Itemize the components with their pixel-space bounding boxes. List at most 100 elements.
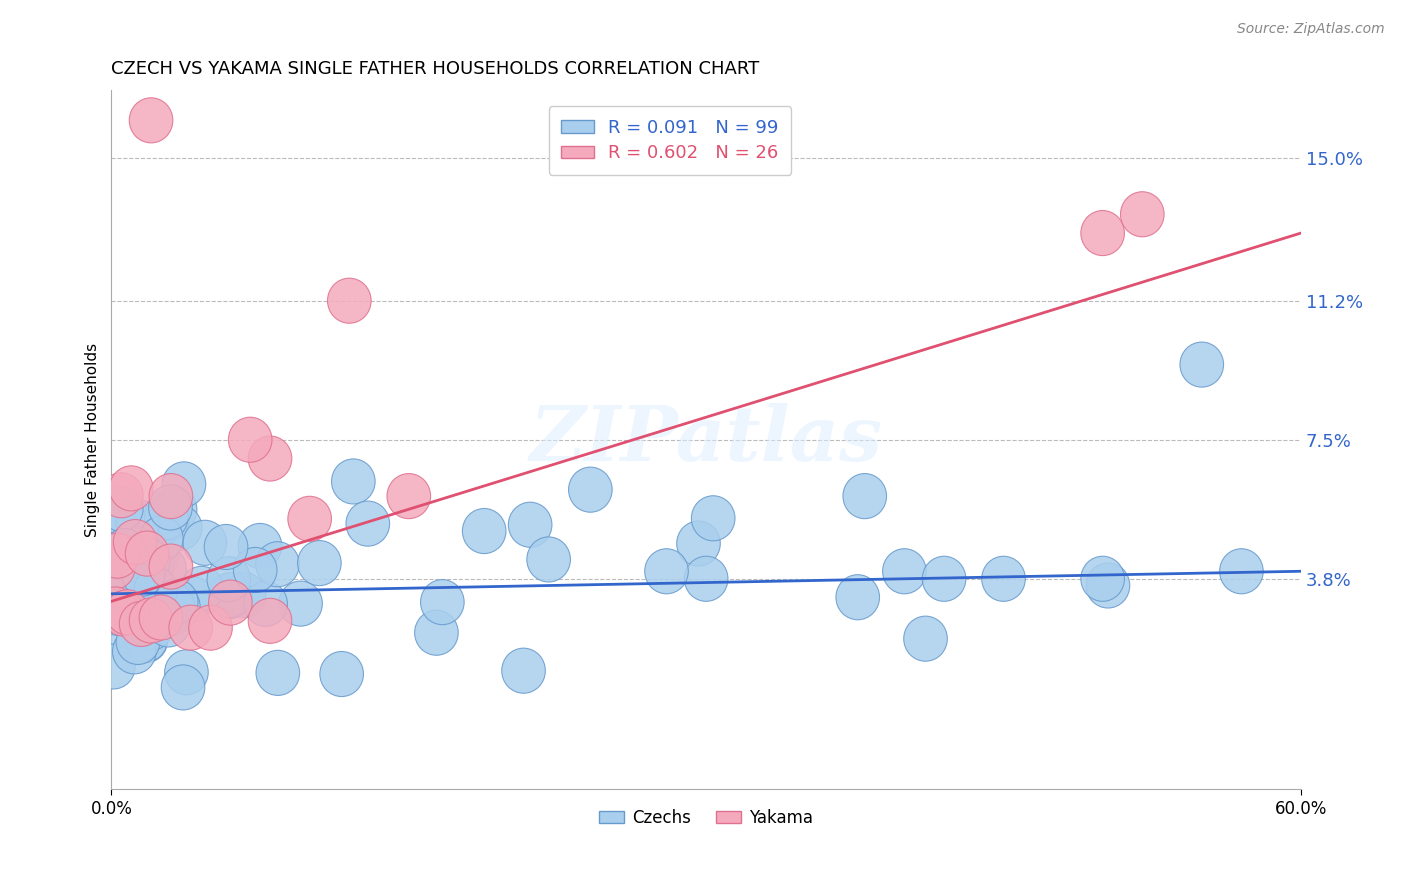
Ellipse shape — [117, 577, 160, 622]
Ellipse shape — [1081, 557, 1125, 601]
Ellipse shape — [420, 580, 464, 624]
Ellipse shape — [346, 501, 389, 546]
Ellipse shape — [105, 590, 149, 635]
Ellipse shape — [1219, 549, 1263, 594]
Ellipse shape — [134, 567, 177, 612]
Ellipse shape — [112, 565, 156, 609]
Ellipse shape — [153, 487, 197, 533]
Ellipse shape — [844, 474, 887, 518]
Ellipse shape — [169, 605, 212, 650]
Ellipse shape — [91, 644, 135, 689]
Ellipse shape — [153, 590, 197, 634]
Ellipse shape — [103, 545, 146, 591]
Ellipse shape — [118, 568, 162, 614]
Ellipse shape — [117, 550, 160, 595]
Ellipse shape — [129, 98, 173, 143]
Text: Source: ZipAtlas.com: Source: ZipAtlas.com — [1237, 22, 1385, 37]
Ellipse shape — [156, 584, 200, 630]
Ellipse shape — [93, 499, 136, 544]
Ellipse shape — [114, 519, 157, 565]
Ellipse shape — [101, 549, 145, 594]
Ellipse shape — [125, 531, 169, 576]
Ellipse shape — [208, 573, 252, 617]
Ellipse shape — [132, 579, 176, 624]
Ellipse shape — [117, 619, 160, 665]
Ellipse shape — [208, 580, 252, 625]
Ellipse shape — [685, 557, 728, 601]
Ellipse shape — [142, 546, 187, 591]
Ellipse shape — [124, 617, 167, 663]
Ellipse shape — [207, 557, 250, 602]
Ellipse shape — [139, 516, 183, 561]
Ellipse shape — [96, 533, 139, 578]
Ellipse shape — [100, 473, 143, 517]
Text: CZECH VS YAKAMA SINGLE FATHER HOUSEHOLDS CORRELATION CHART: CZECH VS YAKAMA SINGLE FATHER HOUSEHOLDS… — [111, 60, 759, 78]
Ellipse shape — [162, 462, 205, 507]
Legend: Czechs, Yakama: Czechs, Yakama — [592, 802, 820, 833]
Ellipse shape — [837, 574, 880, 620]
Ellipse shape — [127, 593, 170, 638]
Ellipse shape — [155, 579, 198, 624]
Ellipse shape — [238, 524, 281, 568]
Ellipse shape — [120, 601, 163, 647]
Ellipse shape — [319, 651, 364, 697]
Ellipse shape — [509, 502, 553, 548]
Ellipse shape — [114, 559, 157, 604]
Ellipse shape — [121, 551, 165, 596]
Ellipse shape — [120, 541, 163, 587]
Ellipse shape — [463, 508, 506, 554]
Ellipse shape — [107, 496, 150, 541]
Ellipse shape — [139, 595, 183, 640]
Ellipse shape — [278, 581, 322, 626]
Ellipse shape — [149, 485, 193, 530]
Ellipse shape — [94, 563, 138, 607]
Ellipse shape — [108, 558, 152, 603]
Ellipse shape — [127, 538, 170, 583]
Ellipse shape — [1121, 192, 1164, 236]
Ellipse shape — [249, 599, 292, 643]
Ellipse shape — [93, 535, 136, 580]
Ellipse shape — [120, 531, 163, 575]
Ellipse shape — [256, 541, 299, 587]
Ellipse shape — [122, 567, 166, 612]
Ellipse shape — [110, 466, 153, 511]
Ellipse shape — [108, 524, 152, 570]
Ellipse shape — [328, 278, 371, 323]
Ellipse shape — [1180, 342, 1223, 387]
Ellipse shape — [101, 591, 145, 636]
Ellipse shape — [146, 602, 190, 647]
Ellipse shape — [527, 537, 571, 582]
Ellipse shape — [150, 583, 194, 628]
Ellipse shape — [129, 606, 173, 650]
Ellipse shape — [233, 548, 277, 592]
Y-axis label: Single Father Households: Single Father Households — [86, 343, 100, 537]
Ellipse shape — [222, 573, 266, 617]
Ellipse shape — [204, 524, 247, 569]
Ellipse shape — [183, 520, 226, 566]
Ellipse shape — [256, 650, 299, 696]
Ellipse shape — [1081, 211, 1125, 256]
Ellipse shape — [228, 417, 271, 462]
Ellipse shape — [111, 547, 155, 592]
Ellipse shape — [502, 648, 546, 693]
Ellipse shape — [387, 474, 430, 518]
Ellipse shape — [415, 610, 458, 656]
Ellipse shape — [103, 529, 146, 574]
Ellipse shape — [91, 556, 135, 600]
Ellipse shape — [170, 576, 214, 622]
Ellipse shape — [145, 495, 188, 540]
Ellipse shape — [105, 577, 149, 623]
Ellipse shape — [127, 577, 170, 623]
Ellipse shape — [645, 549, 689, 594]
Ellipse shape — [112, 629, 156, 674]
Ellipse shape — [249, 436, 292, 481]
Ellipse shape — [298, 541, 342, 586]
Ellipse shape — [129, 598, 173, 643]
Ellipse shape — [124, 617, 167, 662]
Ellipse shape — [159, 505, 202, 550]
Ellipse shape — [101, 539, 145, 584]
Ellipse shape — [124, 533, 167, 578]
Ellipse shape — [922, 557, 966, 601]
Ellipse shape — [105, 585, 149, 630]
Ellipse shape — [94, 581, 138, 625]
